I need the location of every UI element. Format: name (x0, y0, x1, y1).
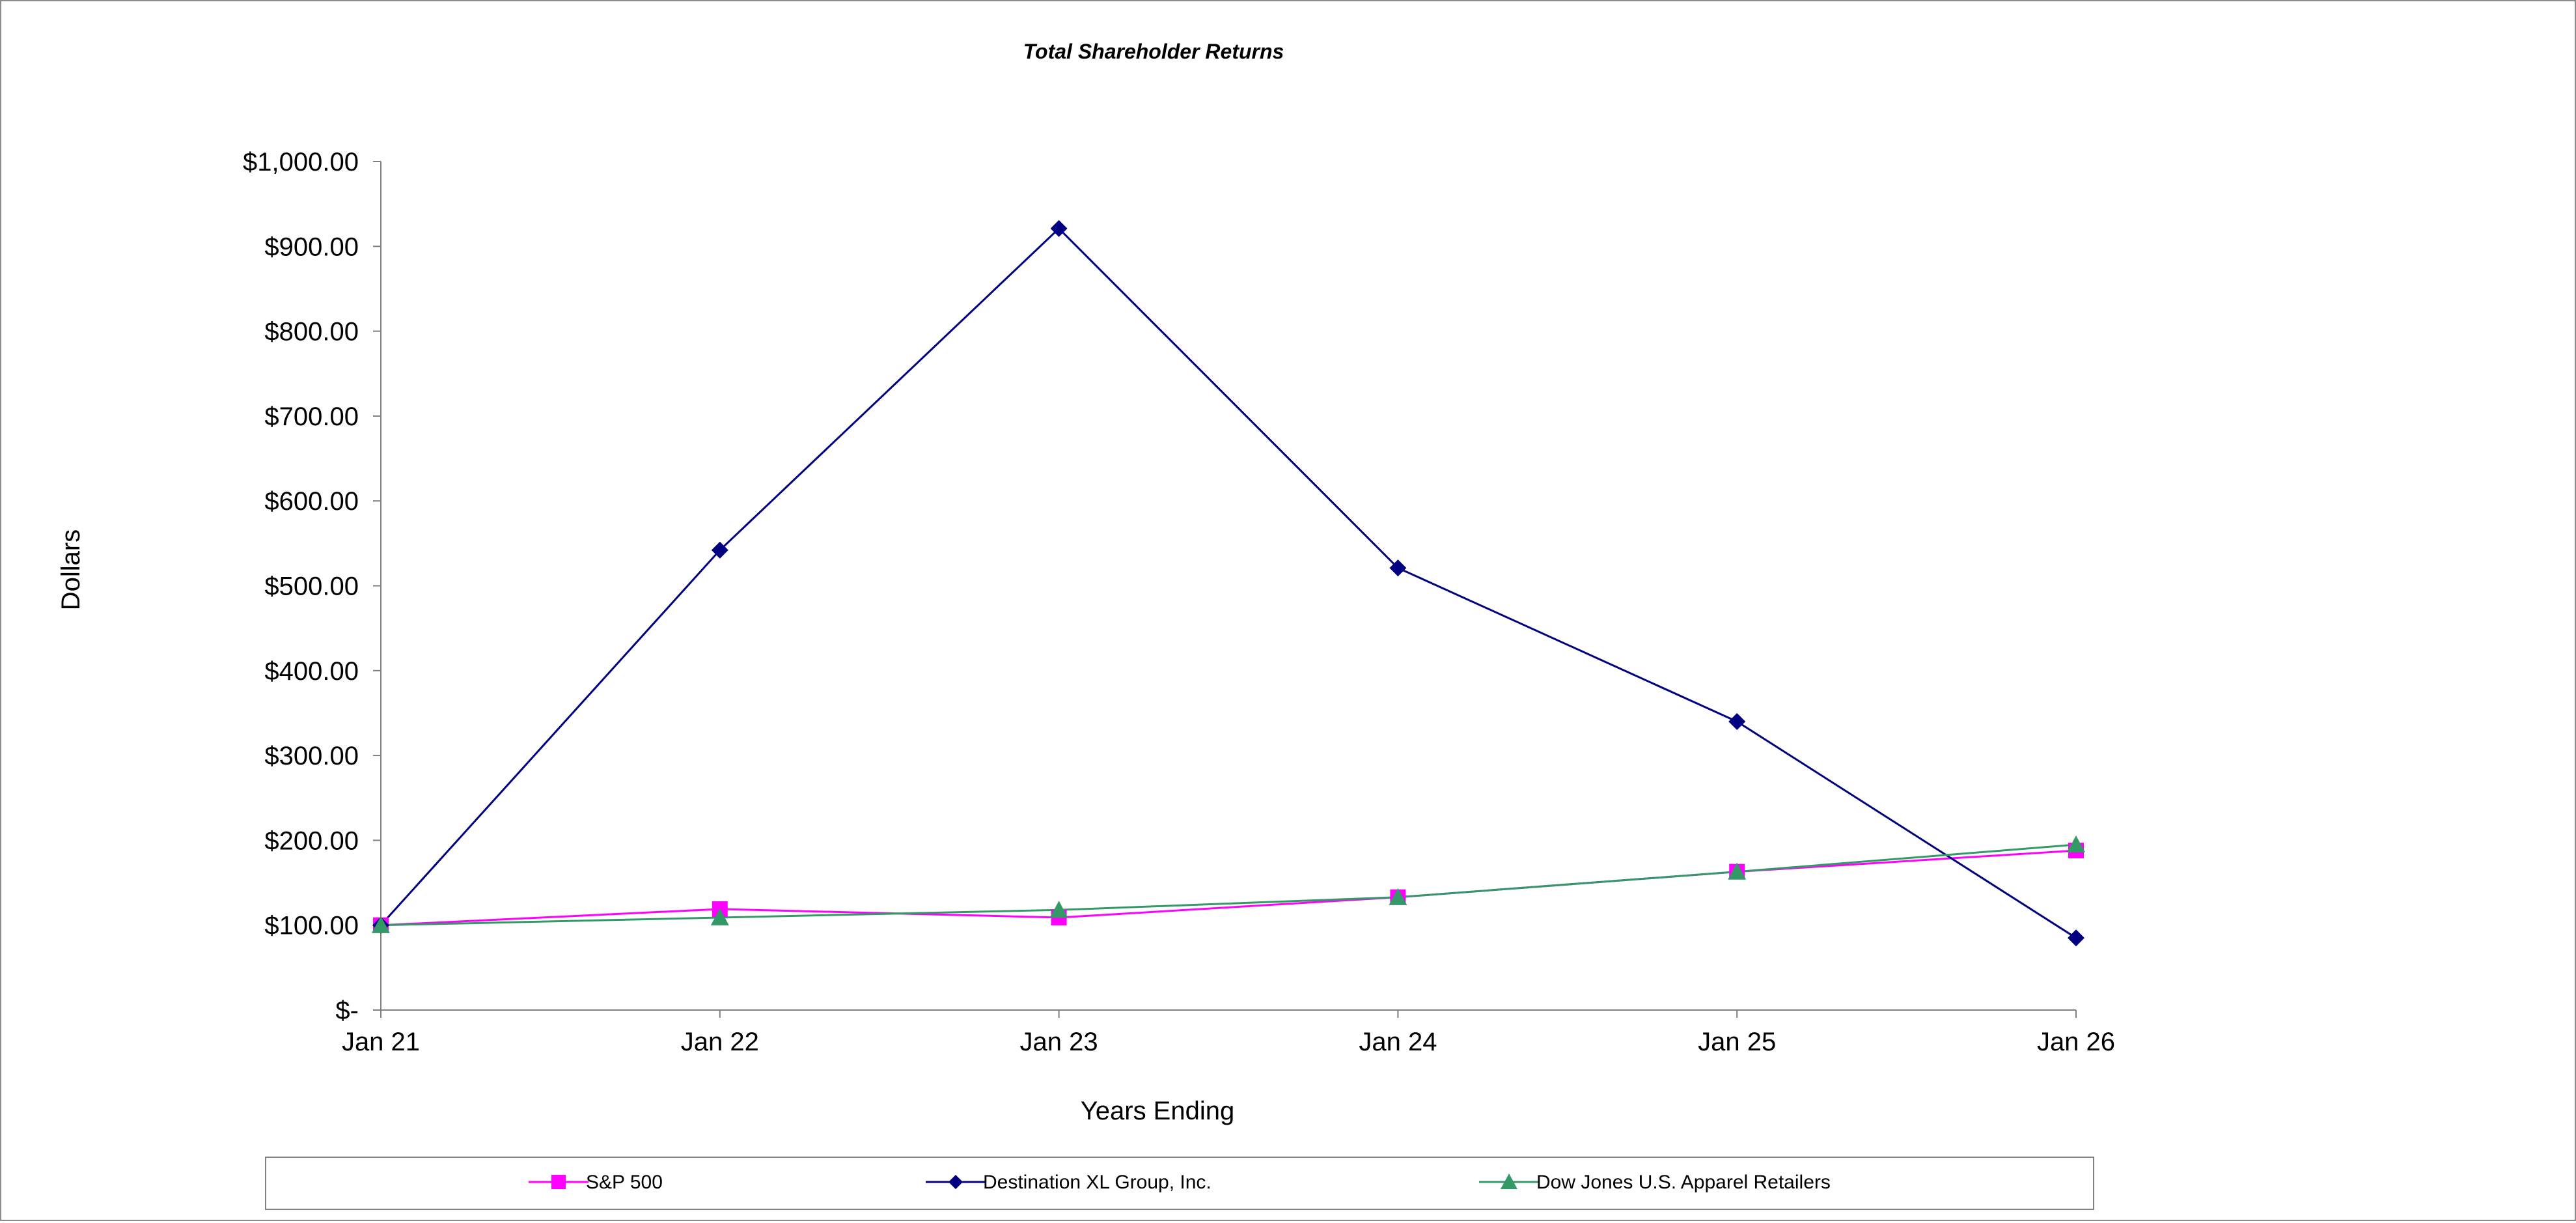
data-point-1-4 (1728, 712, 1746, 730)
data-point-2-2 (1049, 901, 1068, 918)
data-point-1-3 (1389, 559, 1407, 577)
x-tick-label: Jan 25 (1698, 1028, 1776, 1056)
y-tick-label: $700.00 (264, 402, 359, 431)
y-axis-label: Dollars (57, 529, 85, 610)
chart-axes: $1,000.00 $900.00 $800.00 $700.00 $600.00 $50… (243, 148, 2115, 1056)
x-tick-label: Jan 26 (2037, 1028, 2115, 1056)
y-tick-label: $300.00 (264, 742, 359, 770)
x-tick-label: Jan 21 (342, 1028, 420, 1056)
y-tick-label: $400.00 (264, 657, 359, 686)
x-tick-label: Jan 23 (1020, 1028, 1098, 1056)
chart-title: Total Shareholder Returns (1023, 40, 1284, 63)
chart-series (372, 219, 2085, 947)
legend-label: Dow Jones U.S. Apparel Retailers (1536, 1172, 1831, 1193)
legend-box (265, 1157, 2094, 1210)
chart-legend: S&P 500 Destination XL Group, Inc. Dow Jon… (265, 1157, 2094, 1210)
data-point-1-1 (711, 541, 728, 559)
series-line-0 (380, 849, 2077, 927)
legend-label: S&P 500 (586, 1172, 663, 1193)
x-tick-label: Jan 22 (681, 1028, 759, 1056)
y-tick-label: $500.00 (264, 572, 359, 601)
y-tick-label: $1,000.00 (243, 148, 359, 176)
data-point-2-1 (710, 908, 729, 925)
legend-marker-1 (949, 1175, 963, 1189)
series-line-2 (380, 843, 2077, 927)
y-tick-label: $800.00 (264, 318, 359, 346)
data-point-2-0 (372, 916, 390, 933)
legend-marker-2 (1501, 1174, 1517, 1189)
data-point-1-2 (1050, 219, 1068, 237)
x-axis-label: Years Ending (1081, 1097, 1234, 1125)
y-tick-label: $- (335, 996, 359, 1025)
legend-marker-0 (551, 1175, 566, 1189)
data-point-1-5 (2068, 929, 2084, 947)
data-point-2-3 (1389, 888, 1407, 905)
y-tick-label: $100.00 (264, 912, 359, 940)
x-tick-label: Jan 24 (1359, 1028, 1437, 1056)
y-tick-label: $900.00 (264, 232, 359, 261)
data-point-2-5 (2067, 835, 2085, 852)
legend-label: Destination XL Group, Inc. (983, 1172, 1212, 1193)
series-line-1 (380, 227, 2077, 939)
y-tick-label: $200.00 (264, 826, 359, 855)
data-point-2-4 (1728, 862, 1747, 880)
y-tick-label: $600.00 (264, 487, 359, 516)
